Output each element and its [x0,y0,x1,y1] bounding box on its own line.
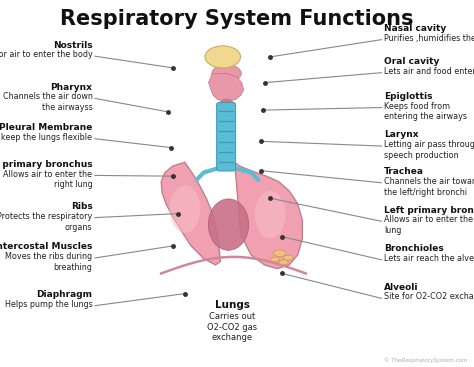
Text: Moves the ribs during
breathing: Moves the ribs during breathing [5,252,92,272]
Text: Diaphragm: Diaphragm [36,290,92,299]
Text: Allows air to enter the left
lung: Allows air to enter the left lung [384,215,474,235]
Ellipse shape [219,99,234,110]
Text: Pharynx: Pharynx [51,83,92,92]
Text: Protects the respiratory
organs: Protects the respiratory organs [0,212,92,232]
Text: Ribs: Ribs [71,202,92,211]
Text: Nasal cavity: Nasal cavity [384,24,446,33]
Ellipse shape [270,257,280,262]
Text: Carries out
O2-CO2 gas
exchange: Carries out O2-CO2 gas exchange [207,312,257,342]
Text: Trachea: Trachea [384,167,424,176]
Text: Alveoli: Alveoli [384,283,419,292]
Polygon shape [209,73,244,101]
Text: Lungs: Lungs [215,300,250,310]
Text: Pleural Membrane: Pleural Membrane [0,123,92,132]
FancyBboxPatch shape [217,102,236,171]
Text: Lets air and food enter: Lets air and food enter [384,67,474,76]
Text: Epiglottis: Epiglottis [384,92,432,101]
Text: Channels the air toward
the left/right bronchi: Channels the air toward the left/right b… [384,177,474,197]
Text: © TheRespiratorySystem.com: © TheRespiratorySystem.com [383,357,467,363]
Ellipse shape [205,46,240,68]
Text: Keeps food from
entering the airways: Keeps food from entering the airways [384,102,467,121]
Ellipse shape [255,191,285,239]
Text: Helps keep the lungs flexible: Helps keep the lungs flexible [0,133,92,142]
Text: Respiratory System Functions: Respiratory System Functions [60,9,414,29]
Text: Larynx: Larynx [384,130,419,139]
Text: Helps pump the lungs: Helps pump the lungs [5,300,92,309]
Text: Right primary bronchus: Right primary bronchus [0,160,92,169]
Text: Way for air to enter the body: Way for air to enter the body [0,50,92,59]
Polygon shape [235,162,302,269]
Ellipse shape [170,185,200,233]
Text: Site for O2-CO2 exchange: Site for O2-CO2 exchange [384,292,474,302]
Text: Nostrils: Nostrils [53,40,92,50]
Text: Left primary bronchus: Left primary bronchus [384,206,474,215]
Text: Allows air to enter the
right lung: Allows air to enter the right lung [3,170,92,189]
Ellipse shape [279,260,288,265]
Text: Bronchioles: Bronchioles [384,244,444,253]
Text: Oral cavity: Oral cavity [384,57,439,66]
Ellipse shape [212,65,241,82]
Ellipse shape [273,250,286,257]
Text: Letting air pass through
speech production: Letting air pass through speech producti… [384,140,474,160]
Ellipse shape [283,255,293,260]
Text: Channels the air down
the airwayss: Channels the air down the airwayss [2,92,92,112]
Text: Lets air reach the alveoli: Lets air reach the alveoli [384,254,474,263]
Text: Intercostal Muscles: Intercostal Muscles [0,242,92,251]
Polygon shape [161,162,220,265]
Text: Purifies ,humidifies the air: Purifies ,humidifies the air [384,34,474,43]
Ellipse shape [208,199,248,250]
